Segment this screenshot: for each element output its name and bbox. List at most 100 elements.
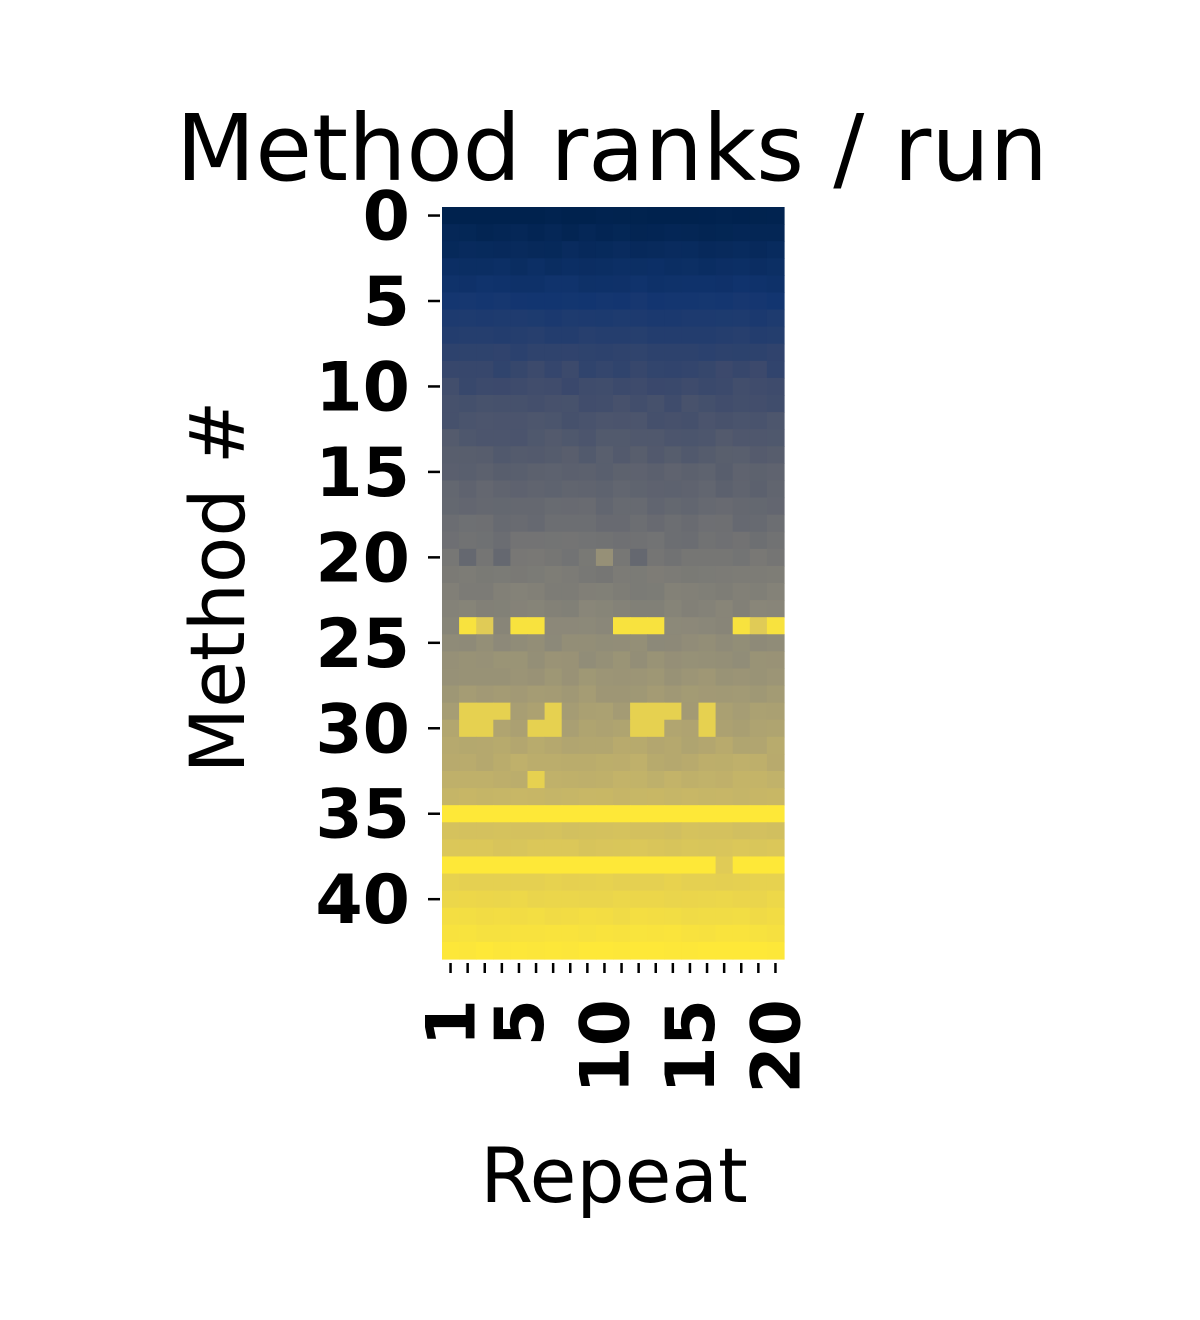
heatmap-cell <box>493 377 511 396</box>
heatmap-cell <box>459 753 477 772</box>
heatmap-cell <box>527 651 546 670</box>
heatmap-cell <box>595 856 614 875</box>
heatmap-cell <box>595 822 614 840</box>
heatmap-cell <box>578 753 597 772</box>
heatmap-cell <box>561 822 580 840</box>
heatmap-cell <box>681 497 700 516</box>
heatmap-cell <box>527 617 546 635</box>
heatmap-cell <box>715 241 734 259</box>
heatmap-cell <box>749 207 768 225</box>
heatmap-cell <box>578 258 597 276</box>
heatmap-cell <box>698 873 717 892</box>
heatmap-cell <box>715 702 734 721</box>
heatmap-cell <box>664 548 682 567</box>
heatmap-cell <box>664 258 682 276</box>
heatmap-cell <box>732 634 751 652</box>
heatmap-cell <box>544 565 563 584</box>
heatmap-cell <box>442 463 460 482</box>
heatmap-cell <box>698 924 717 943</box>
heatmap-cell <box>510 565 529 584</box>
heatmap-cell <box>459 873 477 892</box>
heatmap-cell <box>442 309 460 328</box>
heatmap-cell <box>544 600 563 618</box>
heatmap-cell <box>749 839 768 858</box>
heatmap-cell <box>544 617 563 635</box>
heatmap-cell <box>510 224 529 242</box>
heatmap-cell <box>459 651 477 670</box>
heatmap-cell <box>647 480 665 499</box>
heatmap-cell <box>749 668 768 687</box>
heatmap-cell <box>613 583 631 601</box>
heatmap-cell <box>698 326 717 345</box>
heatmap-cell <box>578 719 597 738</box>
heatmap-cell <box>510 771 529 789</box>
heatmap-cell <box>681 565 700 584</box>
heatmap-cell <box>715 941 734 960</box>
heatmap-cell <box>459 343 477 362</box>
heatmap-cell <box>647 753 665 772</box>
heatmap-cell <box>715 480 734 499</box>
heatmap-cell <box>527 702 546 721</box>
heatmap-cell <box>749 548 768 567</box>
heatmap-cell <box>613 924 631 943</box>
heatmap-cell <box>578 463 597 482</box>
heatmap-cell <box>442 634 460 652</box>
heatmap-cell <box>578 343 597 362</box>
heatmap-cell <box>715 583 734 601</box>
heatmap-cell <box>698 241 717 259</box>
heatmap-cell <box>732 446 751 464</box>
heatmap-cell <box>510 617 529 635</box>
heatmap-cell <box>527 360 546 379</box>
heatmap-cell <box>698 617 717 635</box>
heatmap-cell <box>715 360 734 379</box>
heatmap-cell <box>578 429 597 447</box>
heatmap-cell <box>715 685 734 704</box>
heatmap-cell <box>715 309 734 328</box>
heatmap-cell <box>647 531 665 550</box>
heatmap-cell <box>715 651 734 670</box>
heatmap-cell <box>527 736 546 755</box>
heatmap-cell <box>561 907 580 926</box>
heatmap-cell <box>681 890 700 909</box>
heatmap-cell <box>715 771 734 789</box>
heatmap-cell <box>459 805 477 823</box>
heatmap-cell <box>647 890 665 909</box>
heatmap-cell <box>561 395 580 413</box>
heatmap-cell <box>630 702 648 721</box>
heatmap-cell <box>510 651 529 670</box>
heatmap-cell <box>442 805 460 823</box>
heatmap-cell <box>715 856 734 875</box>
heatmap-cell <box>613 565 631 584</box>
y-tick-label: 40 <box>315 861 410 940</box>
heatmap-cell <box>613 617 631 635</box>
heatmap-cell <box>527 326 546 345</box>
heatmap-cell <box>459 395 477 413</box>
heatmap-cell <box>732 600 751 618</box>
heatmap-cell <box>647 924 665 943</box>
heatmap-cell <box>544 207 563 225</box>
heatmap-cell <box>613 839 631 858</box>
heatmap-cell <box>527 343 546 362</box>
heatmap-cell <box>715 565 734 584</box>
heatmap-cell <box>527 822 546 840</box>
heatmap-cell <box>698 480 717 499</box>
heatmap-cell <box>732 360 751 379</box>
heatmap-cell <box>595 651 614 670</box>
heatmap-cell <box>698 275 717 294</box>
heatmap-cell <box>664 343 682 362</box>
heatmap-cell <box>613 651 631 670</box>
heatmap-cell <box>732 326 751 345</box>
y-tick-label: 35 <box>315 776 410 855</box>
heatmap-cell <box>578 412 597 430</box>
heatmap-cell <box>630 617 648 635</box>
heatmap-cell <box>459 702 477 721</box>
heatmap-cell <box>544 788 563 806</box>
heatmap-cell <box>732 207 751 225</box>
heatmap-cell <box>749 446 768 464</box>
heatmap-cell <box>510 668 529 687</box>
y-tick-label: 10 <box>315 348 410 427</box>
heatmap-cell <box>595 890 614 909</box>
heatmap-cell <box>527 565 546 584</box>
y-tick-label: 30 <box>315 690 410 769</box>
heatmap-cell <box>647 395 665 413</box>
